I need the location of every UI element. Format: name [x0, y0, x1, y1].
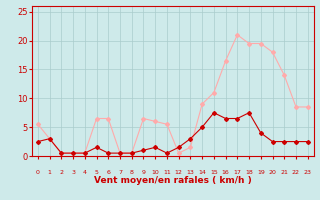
- X-axis label: Vent moyen/en rafales ( km/h ): Vent moyen/en rafales ( km/h ): [94, 176, 252, 185]
